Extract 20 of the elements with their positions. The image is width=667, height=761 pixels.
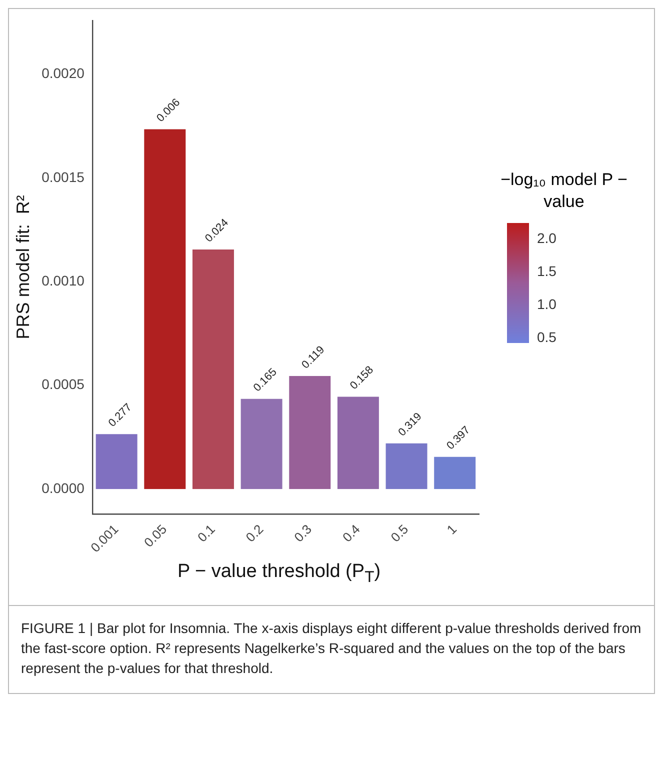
color-bar-label: 0.5 <box>537 328 556 346</box>
y-axis-title: PRS model fit: R² <box>12 195 33 340</box>
y-tick-label: 0.0020 <box>42 65 85 82</box>
x-tick-label: 1 <box>444 522 460 538</box>
y-tick-label: 0.0010 <box>42 272 85 289</box>
y-tick-label: 0.0005 <box>42 376 85 392</box>
y-tick-label: 0.0000 <box>42 480 85 496</box>
caption: FIGURE 1 | Bar plot for Insomnia. The x-axis displays eight different p-value thresholds derived from the fast-score option. R² represents Nagelkerke’s R-squared and the values on the top of the bars represent the p-values for that threshold. <box>21 618 642 678</box>
x-tick-label: 0.3 <box>291 522 315 545</box>
x-tick-label: 0.2 <box>242 522 266 545</box>
x-tick-label: 0.05 <box>141 522 170 550</box>
x-axis-title: P − value threshold (P$_{T}$) <box>176 561 382 587</box>
color-bar-label: 2.0 <box>537 229 556 248</box>
color-bar-title: −log₁₀ model P − value <box>500 169 628 214</box>
x-tick-label: 0.5 <box>388 522 412 545</box>
y-tick-label: 0.0015 <box>42 168 85 185</box>
color-bar-label: 1.5 <box>537 262 556 280</box>
color-bar-label: 1.0 <box>537 294 556 313</box>
x-tick-label: 0.4 <box>339 522 363 545</box>
x-tick-label: 0.1 <box>194 522 218 545</box>
